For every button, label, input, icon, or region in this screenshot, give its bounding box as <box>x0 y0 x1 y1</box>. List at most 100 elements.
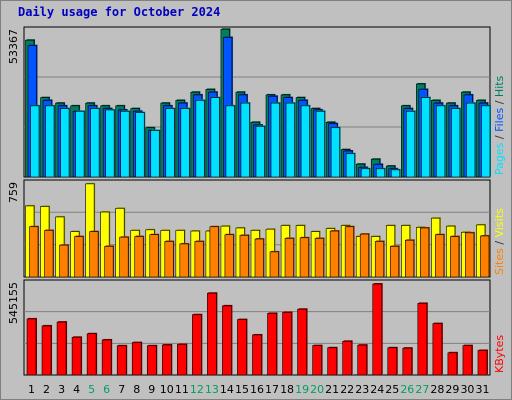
day-label-14: 14 <box>220 383 234 396</box>
day-label-2: 2 <box>43 383 50 396</box>
bar-sites-day-12 <box>194 241 204 278</box>
bar-sites-day-10 <box>164 241 174 278</box>
bar-pages-day-23 <box>360 168 371 178</box>
bar-sites-day-22 <box>344 226 354 278</box>
bar-pages-day-19 <box>300 105 310 178</box>
bar-pages-day-1 <box>30 105 40 178</box>
bar-kbytes-day-7 <box>116 345 127 376</box>
bar-kbytes-day-3 <box>56 321 67 376</box>
bar-pages-day-9 <box>150 130 160 178</box>
bar-pages-day-12 <box>195 100 205 178</box>
day-label-20: 20 <box>310 383 324 396</box>
bar-pages-day-29 <box>451 108 461 178</box>
day-label-11: 11 <box>175 383 189 396</box>
bar-pages-day-7 <box>120 111 130 178</box>
bar-kbytes-day-22 <box>342 340 352 376</box>
bar-sites-day-20 <box>314 238 324 278</box>
bar-sites-day-31 <box>480 235 490 278</box>
day-label-24: 24 <box>370 383 384 396</box>
day-label-4: 4 <box>73 383 80 396</box>
bar-sites-day-27 <box>420 227 430 278</box>
bar-sites-day-13 <box>209 226 219 278</box>
bar-kbytes-day-1 <box>26 318 37 376</box>
day-label-16: 16 <box>250 383 264 396</box>
bar-kbytes-day-13 <box>207 292 217 376</box>
chart-title: Daily usage for October 2024 <box>18 5 221 19</box>
day-label-27: 27 <box>415 383 429 396</box>
day-label-23: 23 <box>355 383 369 396</box>
bar-sites-day-2 <box>44 230 54 278</box>
bar-kbytes-day-31 <box>477 350 488 376</box>
bar-sites-day-15 <box>239 235 249 278</box>
day-label-19: 19 <box>295 383 309 396</box>
bar-sites-day-11 <box>179 243 189 278</box>
bar-sites-day-24 <box>374 241 385 278</box>
bar-kbytes-day-26 <box>402 347 413 376</box>
bar-sites-day-21 <box>329 230 339 278</box>
bar-pages-day-27 <box>421 97 431 178</box>
bar-kbytes-day-15 <box>237 319 247 376</box>
panel-1-label-part: / <box>493 97 506 108</box>
panel-2-label-part: / <box>493 237 506 248</box>
bar-kbytes-day-27 <box>417 303 428 376</box>
bar-pages-day-8 <box>135 112 145 178</box>
bar-sites-day-18 <box>284 238 294 278</box>
bar-sites-day-9 <box>149 234 159 278</box>
day-label-17: 17 <box>265 383 279 396</box>
bar-pages-day-10 <box>165 108 175 178</box>
day-label-9: 9 <box>148 383 155 396</box>
day-label-31: 31 <box>475 383 489 396</box>
panel-1-label-part: / <box>493 132 506 143</box>
bar-sites-day-30 <box>465 232 475 278</box>
day-label-8: 8 <box>133 383 140 396</box>
bar-kbytes-day-2 <box>41 325 52 376</box>
bar-sites-day-28 <box>435 234 445 278</box>
bar-kbytes-day-23 <box>357 344 368 376</box>
bar-pages-day-4 <box>75 111 85 178</box>
day-label-6: 6 <box>103 383 110 396</box>
day-label-1: 1 <box>28 383 35 396</box>
bar-kbytes-day-10 <box>161 344 172 376</box>
bar-kbytes-day-18 <box>282 312 292 376</box>
panel-1-label-part: Hits <box>493 75 506 97</box>
bar-kbytes-day-14 <box>222 305 232 376</box>
bar-sites-day-25 <box>389 246 400 278</box>
bar-sites-day-1 <box>29 226 39 278</box>
bar-pages-day-25 <box>390 169 401 178</box>
bar-sites-day-19 <box>299 237 309 278</box>
panel-2-label-part: Visits <box>493 208 506 237</box>
bar-kbytes-day-6 <box>101 339 112 376</box>
day-label-13: 13 <box>205 383 219 396</box>
bar-sites-day-26 <box>405 239 415 278</box>
bar-kbytes-day-17 <box>267 313 277 376</box>
bar-kbytes-day-24 <box>372 283 383 376</box>
bar-sites-day-5 <box>89 231 99 278</box>
day-label-29: 29 <box>445 383 459 396</box>
bar-pages-day-3 <box>60 108 70 178</box>
day-label-22: 22 <box>340 383 354 396</box>
bar-sites-day-14 <box>224 234 234 278</box>
bar-kbytes-day-21 <box>327 347 337 376</box>
bar-pages-day-5 <box>90 108 100 178</box>
bar-pages-day-24 <box>375 168 386 178</box>
bar-pages-day-16 <box>255 126 265 178</box>
day-label-5: 5 <box>88 383 95 396</box>
bar-kbytes-day-16 <box>252 334 262 376</box>
bar-pages-day-18 <box>285 102 295 178</box>
bar-sites-day-4 <box>74 236 84 278</box>
bar-kbytes-day-11 <box>177 344 187 376</box>
bar-pages-day-14 <box>225 105 235 178</box>
bar-kbytes-day-29 <box>447 352 458 376</box>
bar-kbytes-day-9 <box>146 345 157 376</box>
bar-pages-day-11 <box>180 108 190 178</box>
day-label-15: 15 <box>235 383 249 396</box>
day-label-7: 7 <box>118 383 125 396</box>
bar-sites-day-29 <box>450 236 460 278</box>
day-label-3: 3 <box>58 383 65 396</box>
bar-kbytes-day-19 <box>297 308 307 376</box>
bar-sites-day-17 <box>269 251 279 278</box>
panel-2-label-part: Sites <box>493 248 506 275</box>
panel-3-label-part: KBytes <box>493 335 506 373</box>
bar-pages-day-15 <box>240 102 250 178</box>
